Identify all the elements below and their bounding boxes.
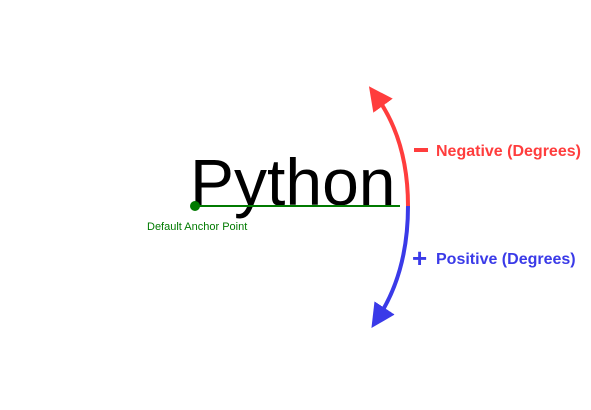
negative-label: Negative (Degrees): [436, 143, 581, 160]
positive-rotation-arrow: [371, 205, 410, 329]
anchor-point-label: Default Anchor Point: [147, 221, 247, 233]
positive-sign: +: [412, 243, 427, 273]
sample-word: Python: [190, 145, 395, 219]
positive-label: Positive (Degrees): [436, 251, 576, 268]
negative-sign: [414, 148, 428, 152]
anchor-point-dot: [190, 201, 200, 211]
negative-rotation-arrow: [368, 86, 410, 207]
